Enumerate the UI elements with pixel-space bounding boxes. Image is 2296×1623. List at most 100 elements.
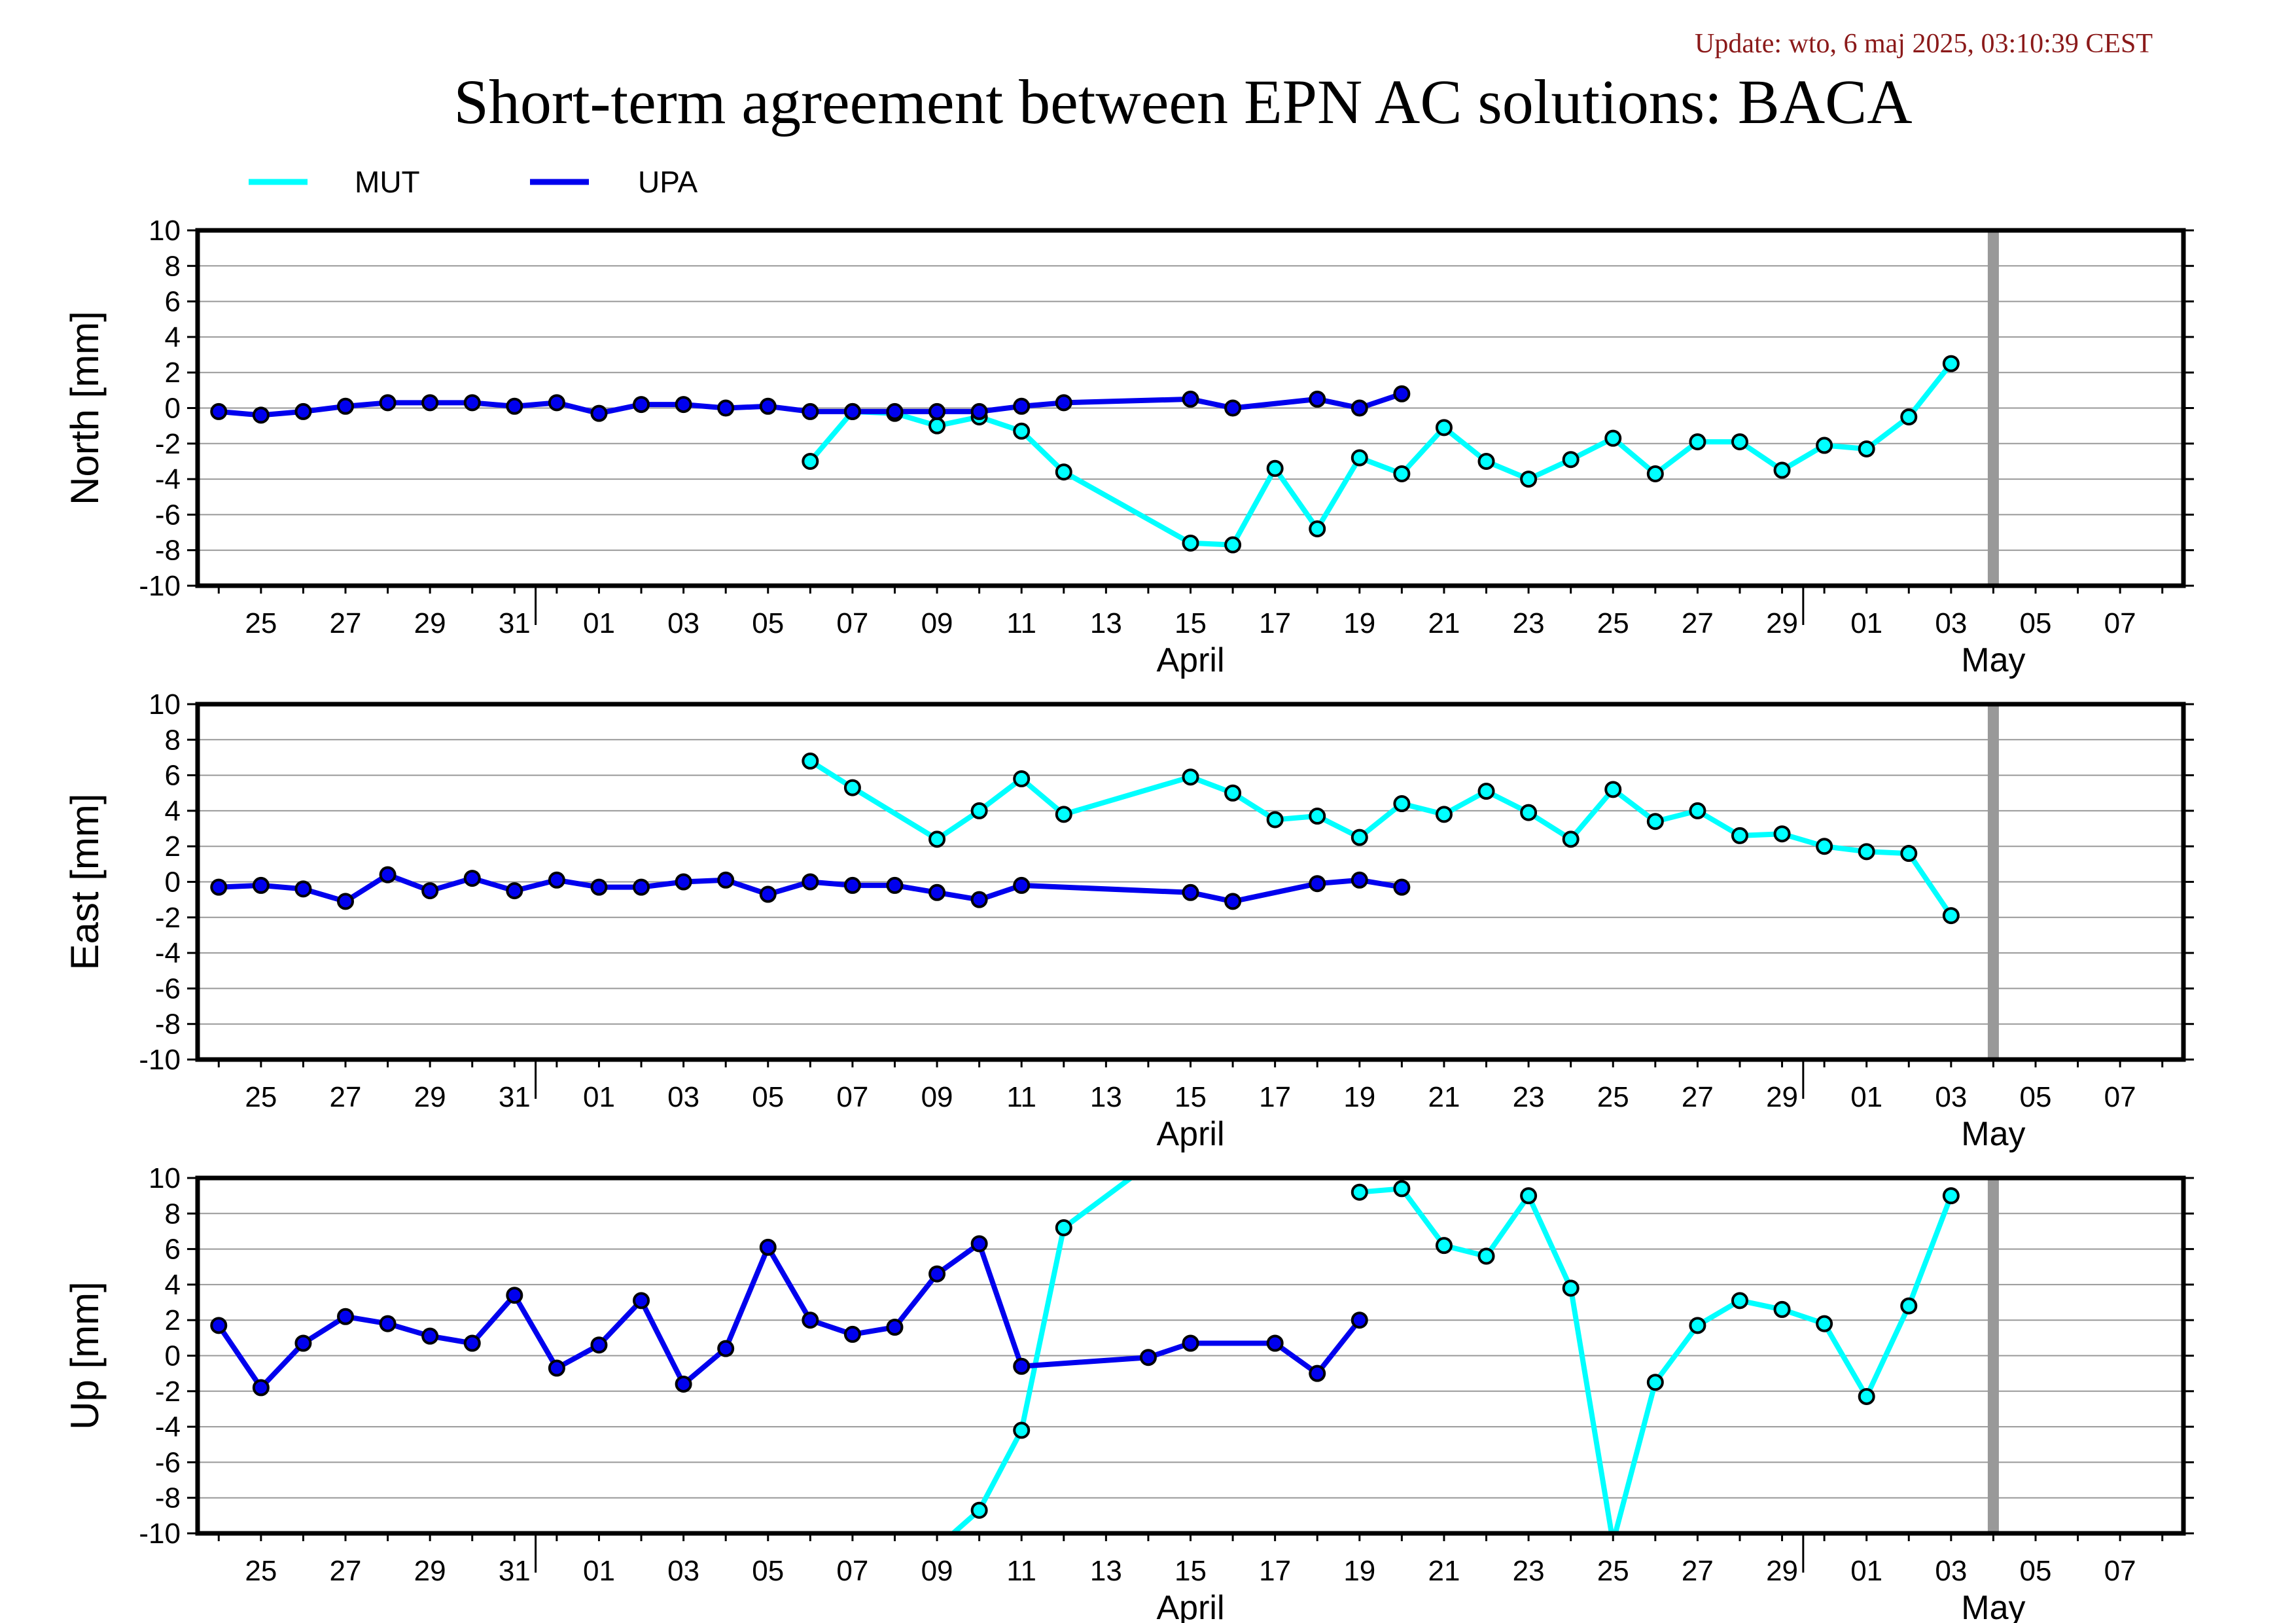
data-point [1689,433,1706,451]
x-tick-label: 09 [921,1555,953,1587]
y-tick-label: 10 [149,1162,181,1194]
data-point [928,1265,946,1283]
series-upa [210,385,1411,424]
data-point [1224,784,1242,802]
data-point [1351,399,1368,417]
x-tick-label: 03 [1935,1555,1967,1587]
data-point [1224,536,1242,554]
data-point [675,873,692,891]
y-tick-label: 10 [149,215,181,247]
x-tick-label: 13 [1090,1081,1122,1113]
y-tick-label: -2 [155,1376,181,1408]
x-tick-label: 19 [1343,607,1375,639]
data-point [1393,385,1411,402]
data-point [1562,1279,1580,1297]
data-point [1435,419,1453,437]
data-point [1773,825,1791,843]
data-point [1816,1315,1833,1332]
data-point [1266,1334,1284,1352]
x-tick-label: 15 [1174,1555,1207,1587]
data-point [1942,355,1960,372]
x-tick-label: 23 [1513,1555,1545,1587]
x-tick-label: 29 [1766,1555,1798,1587]
data-point [1900,845,1918,863]
x-tick-label: 27 [1682,607,1714,639]
data-point [970,402,988,420]
y-tick-label: -4 [155,1411,181,1443]
data-point [548,394,565,412]
data-point [1477,1247,1495,1265]
x-tick-label: 29 [1766,607,1798,639]
x-tick-label: 29 [414,1555,446,1587]
y-tick-label: 2 [165,357,181,389]
x-tick-label: 07 [836,1081,868,1113]
data-point [1520,1187,1538,1205]
y-tick-label: 2 [165,830,181,863]
x-tick-label: 25 [245,1555,277,1587]
y-tick-label: -8 [155,1008,181,1041]
x-tick-label: 13 [1090,607,1122,639]
x-tick-label: 27 [1682,1555,1714,1587]
x-tick-label: 01 [583,1081,615,1113]
y-axis-title: East [mm] [63,793,107,970]
data-point [675,396,692,414]
x-tick-label: 25 [1597,607,1629,639]
data-point [1013,1421,1031,1439]
data-point [1562,830,1580,848]
y-tick-label: -4 [155,937,181,969]
y-tick-label: 4 [165,1269,181,1301]
data-point [1900,1297,1918,1315]
data-point [210,402,228,420]
data-point [294,402,312,420]
data-point [1351,1183,1368,1201]
x-tick-label: 11 [1006,1555,1036,1587]
y-tick-label: -10 [139,1044,181,1076]
month-label: May [1961,1589,2025,1623]
data-point [1393,465,1411,482]
data-point [1773,1300,1791,1318]
y-tick-label: -6 [155,972,181,1005]
data-point [590,404,608,422]
data-point [1858,440,1875,457]
x-tick-label: 03 [1935,1081,1967,1113]
x-tick-label: 07 [836,1555,868,1587]
data-point [1773,461,1791,479]
data-point [1477,783,1495,800]
data-point [1816,838,1833,855]
data-point [1182,768,1199,786]
series-upa [210,866,1411,910]
data-point [1646,465,1664,482]
data-point [970,891,988,908]
x-tick-label: 25 [1597,1555,1629,1587]
legend-label-upa: UPA [638,165,698,199]
x-tick-label: 01 [583,607,615,639]
data-point [1435,806,1453,823]
data-point [548,871,565,889]
data-point [802,873,819,891]
data-point [1309,520,1326,538]
data-point [337,893,355,910]
x-tick-label: 25 [245,607,277,639]
x-tick-label: 21 [1428,1555,1460,1587]
data-point [1858,1387,1875,1405]
y-tick-label: 0 [165,393,181,425]
data-point [717,399,735,417]
data-point [294,1334,312,1352]
data-point [1731,1292,1748,1310]
data-point [1266,811,1284,829]
y-tick-label: -4 [155,463,181,495]
data-point [633,1292,650,1310]
series-mut [802,752,1960,925]
x-tick-label: 09 [921,1081,953,1113]
month-label: April [1156,641,1224,679]
y-tick-label: 4 [165,795,181,827]
y-tick-label: -2 [155,428,181,460]
data-point [1055,1219,1072,1237]
data-point [252,1379,270,1397]
data-point [1309,875,1326,893]
data-point [1562,451,1580,469]
y-axis-title: Up [mm] [63,1281,107,1430]
data-point [1013,1357,1031,1375]
data-point [802,1311,819,1329]
